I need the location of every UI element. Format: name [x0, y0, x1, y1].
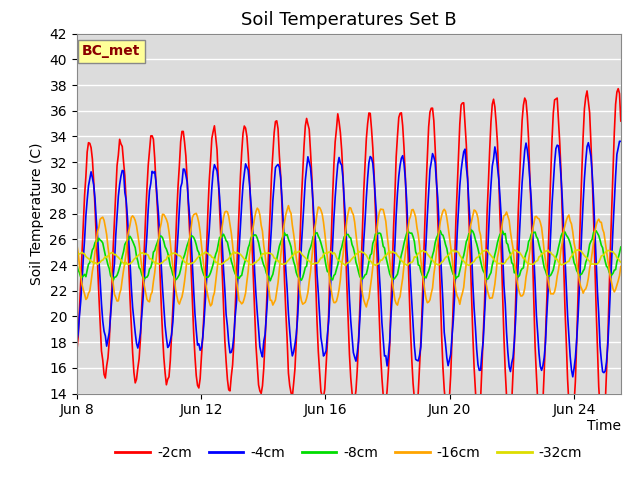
-8cm — [343, 232, 351, 238]
-16cm — [285, 203, 292, 208]
-8cm — [617, 244, 625, 250]
-4cm — [342, 217, 349, 223]
-16cm — [362, 304, 370, 310]
-4cm — [595, 312, 603, 317]
-8cm — [596, 237, 604, 243]
-2cm — [614, 86, 622, 92]
-32cm — [343, 261, 351, 266]
-16cm — [91, 249, 99, 255]
-32cm — [73, 252, 81, 258]
Y-axis label: Soil Temperature (C): Soil Temperature (C) — [30, 143, 44, 285]
-2cm — [91, 204, 99, 209]
-2cm — [255, 382, 262, 388]
Title: Soil Temperatures Set B: Soil Temperatures Set B — [241, 11, 456, 29]
-8cm — [91, 240, 99, 246]
-32cm — [342, 263, 349, 268]
-32cm — [255, 257, 262, 263]
Line: -16cm: -16cm — [77, 205, 621, 307]
-8cm — [317, 240, 324, 246]
-4cm — [316, 312, 323, 317]
Text: Time: Time — [587, 419, 621, 433]
-2cm — [593, 344, 601, 349]
-2cm — [316, 368, 323, 374]
-8cm — [468, 227, 476, 233]
-32cm — [316, 257, 323, 263]
-32cm — [617, 259, 625, 265]
-32cm — [522, 259, 530, 264]
-4cm — [616, 138, 623, 144]
-16cm — [255, 207, 262, 213]
-32cm — [91, 260, 99, 265]
-16cm — [73, 241, 81, 247]
-8cm — [255, 240, 262, 245]
Line: -2cm: -2cm — [77, 89, 621, 433]
-4cm — [255, 326, 262, 332]
-8cm — [266, 278, 274, 284]
Text: BC_met: BC_met — [82, 44, 141, 59]
-4cm — [73, 338, 81, 344]
-4cm — [569, 374, 577, 380]
-2cm — [617, 118, 625, 124]
Line: -32cm: -32cm — [77, 250, 621, 265]
-32cm — [596, 257, 604, 263]
-2cm — [521, 95, 529, 101]
-4cm — [617, 139, 625, 144]
Line: -8cm: -8cm — [77, 230, 621, 281]
-16cm — [617, 264, 625, 269]
-4cm — [521, 148, 529, 154]
-2cm — [73, 349, 81, 355]
-2cm — [342, 241, 349, 247]
-32cm — [574, 247, 582, 252]
-16cm — [596, 219, 604, 225]
Legend: -2cm, -4cm, -8cm, -16cm, -32cm: -2cm, -4cm, -8cm, -16cm, -32cm — [110, 440, 588, 465]
-16cm — [343, 217, 351, 223]
-4cm — [91, 196, 99, 202]
-8cm — [524, 247, 531, 253]
-8cm — [73, 262, 81, 267]
-16cm — [317, 207, 324, 213]
-2cm — [599, 430, 607, 436]
Line: -4cm: -4cm — [77, 141, 621, 377]
-16cm — [524, 267, 531, 273]
